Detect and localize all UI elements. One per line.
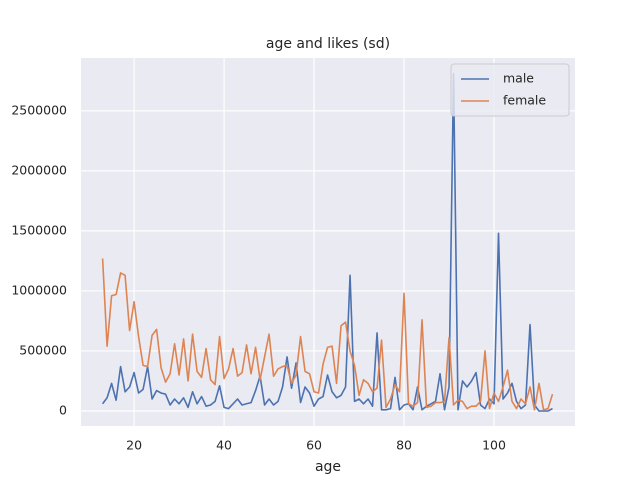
- plot-area: [81, 58, 575, 426]
- y-tick-label: 1000000: [11, 282, 67, 297]
- legend-label: female: [503, 93, 546, 108]
- x-tick-label: 20: [126, 438, 142, 453]
- y-tick-label: 2000000: [11, 162, 67, 177]
- y-tick-label: 500000: [19, 342, 67, 357]
- x-tick-label: 40: [216, 438, 232, 453]
- y-tick-label: 2500000: [11, 102, 67, 117]
- legend-box: [450, 63, 570, 117]
- x-tick-label: 60: [306, 438, 322, 453]
- x-tick-label: 100: [482, 438, 506, 453]
- x-axis-label: age: [315, 459, 341, 475]
- legend-label: male: [503, 71, 534, 86]
- y-tick-label: 1500000: [11, 222, 67, 237]
- series-line: [101, 258, 554, 411]
- series-line: [101, 72, 553, 412]
- x-tick-label: 80: [396, 438, 412, 453]
- chart-title: age and likes (sd): [266, 36, 390, 52]
- y-tick-label: 0: [59, 402, 67, 417]
